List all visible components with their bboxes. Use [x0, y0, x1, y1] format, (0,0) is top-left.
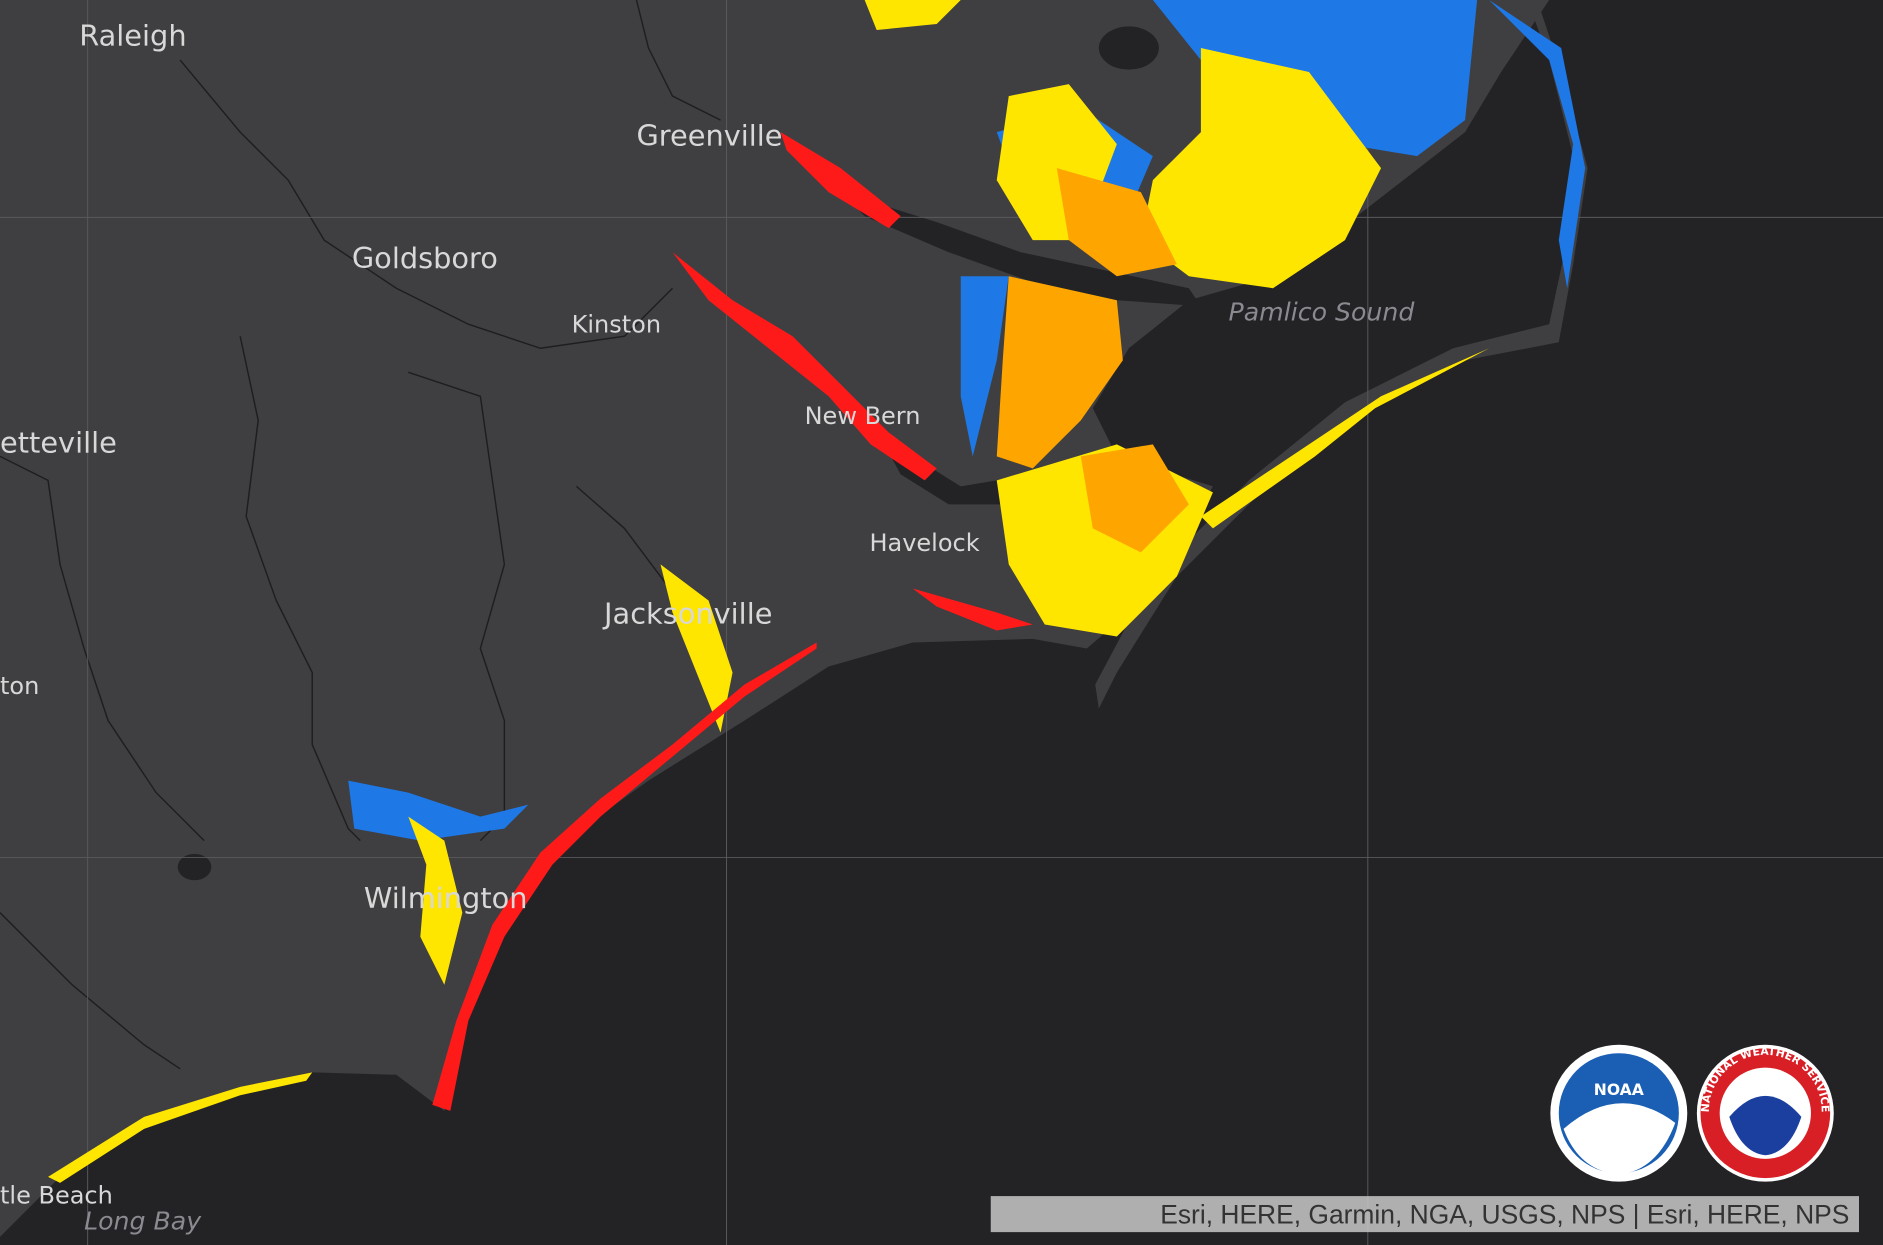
- lake: [1098, 26, 1159, 70]
- place-label: ton: [0, 672, 39, 700]
- attribution-box: [990, 1196, 1859, 1233]
- river: [0, 455, 205, 842]
- water-label: Pamlico Sound: [1229, 298, 1416, 327]
- land: [0, 0, 1550, 1237]
- place-label: etteville: [0, 426, 117, 460]
- river: [408, 371, 506, 842]
- river: [635, 0, 721, 121]
- river: [179, 59, 674, 349]
- place-label: tle Beach: [0, 1181, 113, 1209]
- place-label: Havelock: [869, 529, 979, 557]
- attribution: Esri, HERE, Garmin, NGA, USGS, NPS | Esr…: [1160, 1200, 1849, 1230]
- place-label: Wilmington: [364, 881, 528, 915]
- place-label: New Bern: [805, 402, 921, 430]
- lake: [177, 853, 212, 881]
- place-label: Greenville: [636, 118, 782, 152]
- barrier-island: [1095, 0, 1588, 709]
- river-water: [840, 168, 1309, 505]
- flood-red: [432, 132, 1033, 1111]
- place-label: Goldsboro: [352, 241, 498, 275]
- flood-orange: [996, 168, 1189, 553]
- noaa-logo: NOAA: [1550, 1044, 1688, 1182]
- water-label: Long Bay: [84, 1207, 202, 1236]
- river: [239, 336, 361, 842]
- place-label: Jacksonville: [602, 596, 772, 630]
- river: [0, 912, 181, 1070]
- nws-logo: NATIONAL WEATHER SERVICE: [1696, 1045, 1834, 1182]
- logo-text: NOAA: [1594, 1081, 1644, 1099]
- place-label: Raleigh: [79, 19, 186, 53]
- place-label: Kinston: [572, 311, 661, 339]
